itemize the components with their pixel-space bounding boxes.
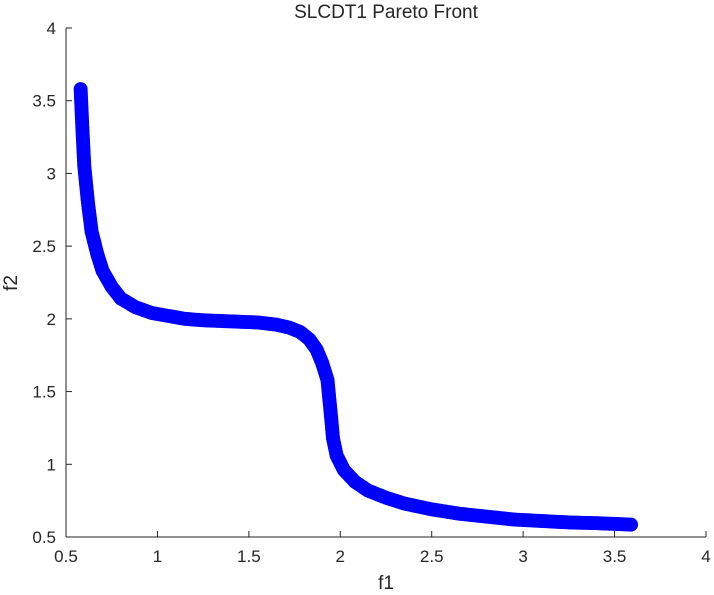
data-point: [282, 320, 297, 335]
data-point: [424, 502, 439, 517]
x-tick-label: 1.5: [237, 547, 261, 566]
data-point: [315, 355, 329, 370]
x-tick-label: 1: [153, 547, 162, 566]
y-tick-label: 4: [47, 19, 56, 38]
data-points: [73, 82, 639, 532]
data-point: [95, 263, 110, 278]
data-point: [251, 315, 265, 330]
data-point: [507, 512, 521, 527]
y-axis-ticks: 0.5 1 1.5 2 2.5 3 3.5 4: [32, 19, 72, 547]
data-point: [624, 517, 639, 532]
data-point: [325, 431, 340, 446]
data-point: [104, 279, 119, 294]
data-point: [336, 463, 351, 478]
data-point: [324, 410, 339, 425]
x-tick-label: 4: [701, 547, 710, 566]
data-point: [128, 300, 143, 315]
data-point: [561, 515, 576, 530]
data-point: [232, 314, 247, 329]
y-tick-label: 3: [47, 164, 56, 183]
y-tick-label: 3.5: [32, 92, 56, 111]
data-point: [360, 483, 375, 498]
data-point: [90, 246, 105, 261]
data-point: [322, 391, 337, 406]
data-point: [479, 509, 494, 524]
y-tick-label: 0.5: [32, 528, 56, 547]
y-axis-label: f2: [1, 275, 22, 291]
data-point: [144, 306, 159, 321]
x-tick-label: 0.5: [54, 547, 78, 566]
data-point: [347, 474, 362, 489]
data-point: [214, 314, 229, 329]
x-tick-label: 3.5: [603, 547, 627, 566]
data-point: [113, 291, 128, 306]
data-point: [397, 496, 412, 511]
data-point: [161, 308, 176, 323]
x-axis-label: f1: [378, 573, 394, 594]
data-point: [196, 313, 211, 328]
y-tick-label: 1: [47, 455, 56, 474]
data-point: [75, 122, 90, 137]
data-point: [607, 516, 622, 531]
x-tick-label: 2: [336, 547, 345, 566]
x-tick-label: 3: [518, 547, 527, 566]
data-point: [73, 82, 88, 97]
chart-title: SLCDT1 Pareto Front: [294, 2, 478, 23]
x-tick-label: 2.5: [420, 547, 444, 566]
data-point: [320, 372, 335, 387]
data-point: [84, 224, 99, 239]
data-point: [269, 317, 284, 332]
data-point: [452, 506, 467, 521]
y-tick-label: 1.5: [32, 383, 56, 402]
data-point: [80, 195, 95, 210]
data-point: [302, 332, 317, 347]
y-tick-label: 2.5: [32, 237, 56, 256]
data-point: [589, 516, 604, 531]
data-point: [77, 159, 92, 174]
data-point: [309, 342, 324, 357]
data-point: [177, 311, 192, 326]
data-point: [329, 448, 344, 463]
data-point: [534, 514, 549, 528]
x-axis-ticks: 0.5 1 1.5 2 2.5 3 3.5 4: [54, 531, 711, 566]
y-tick-label: 2: [47, 310, 56, 329]
data-point: [379, 490, 393, 505]
